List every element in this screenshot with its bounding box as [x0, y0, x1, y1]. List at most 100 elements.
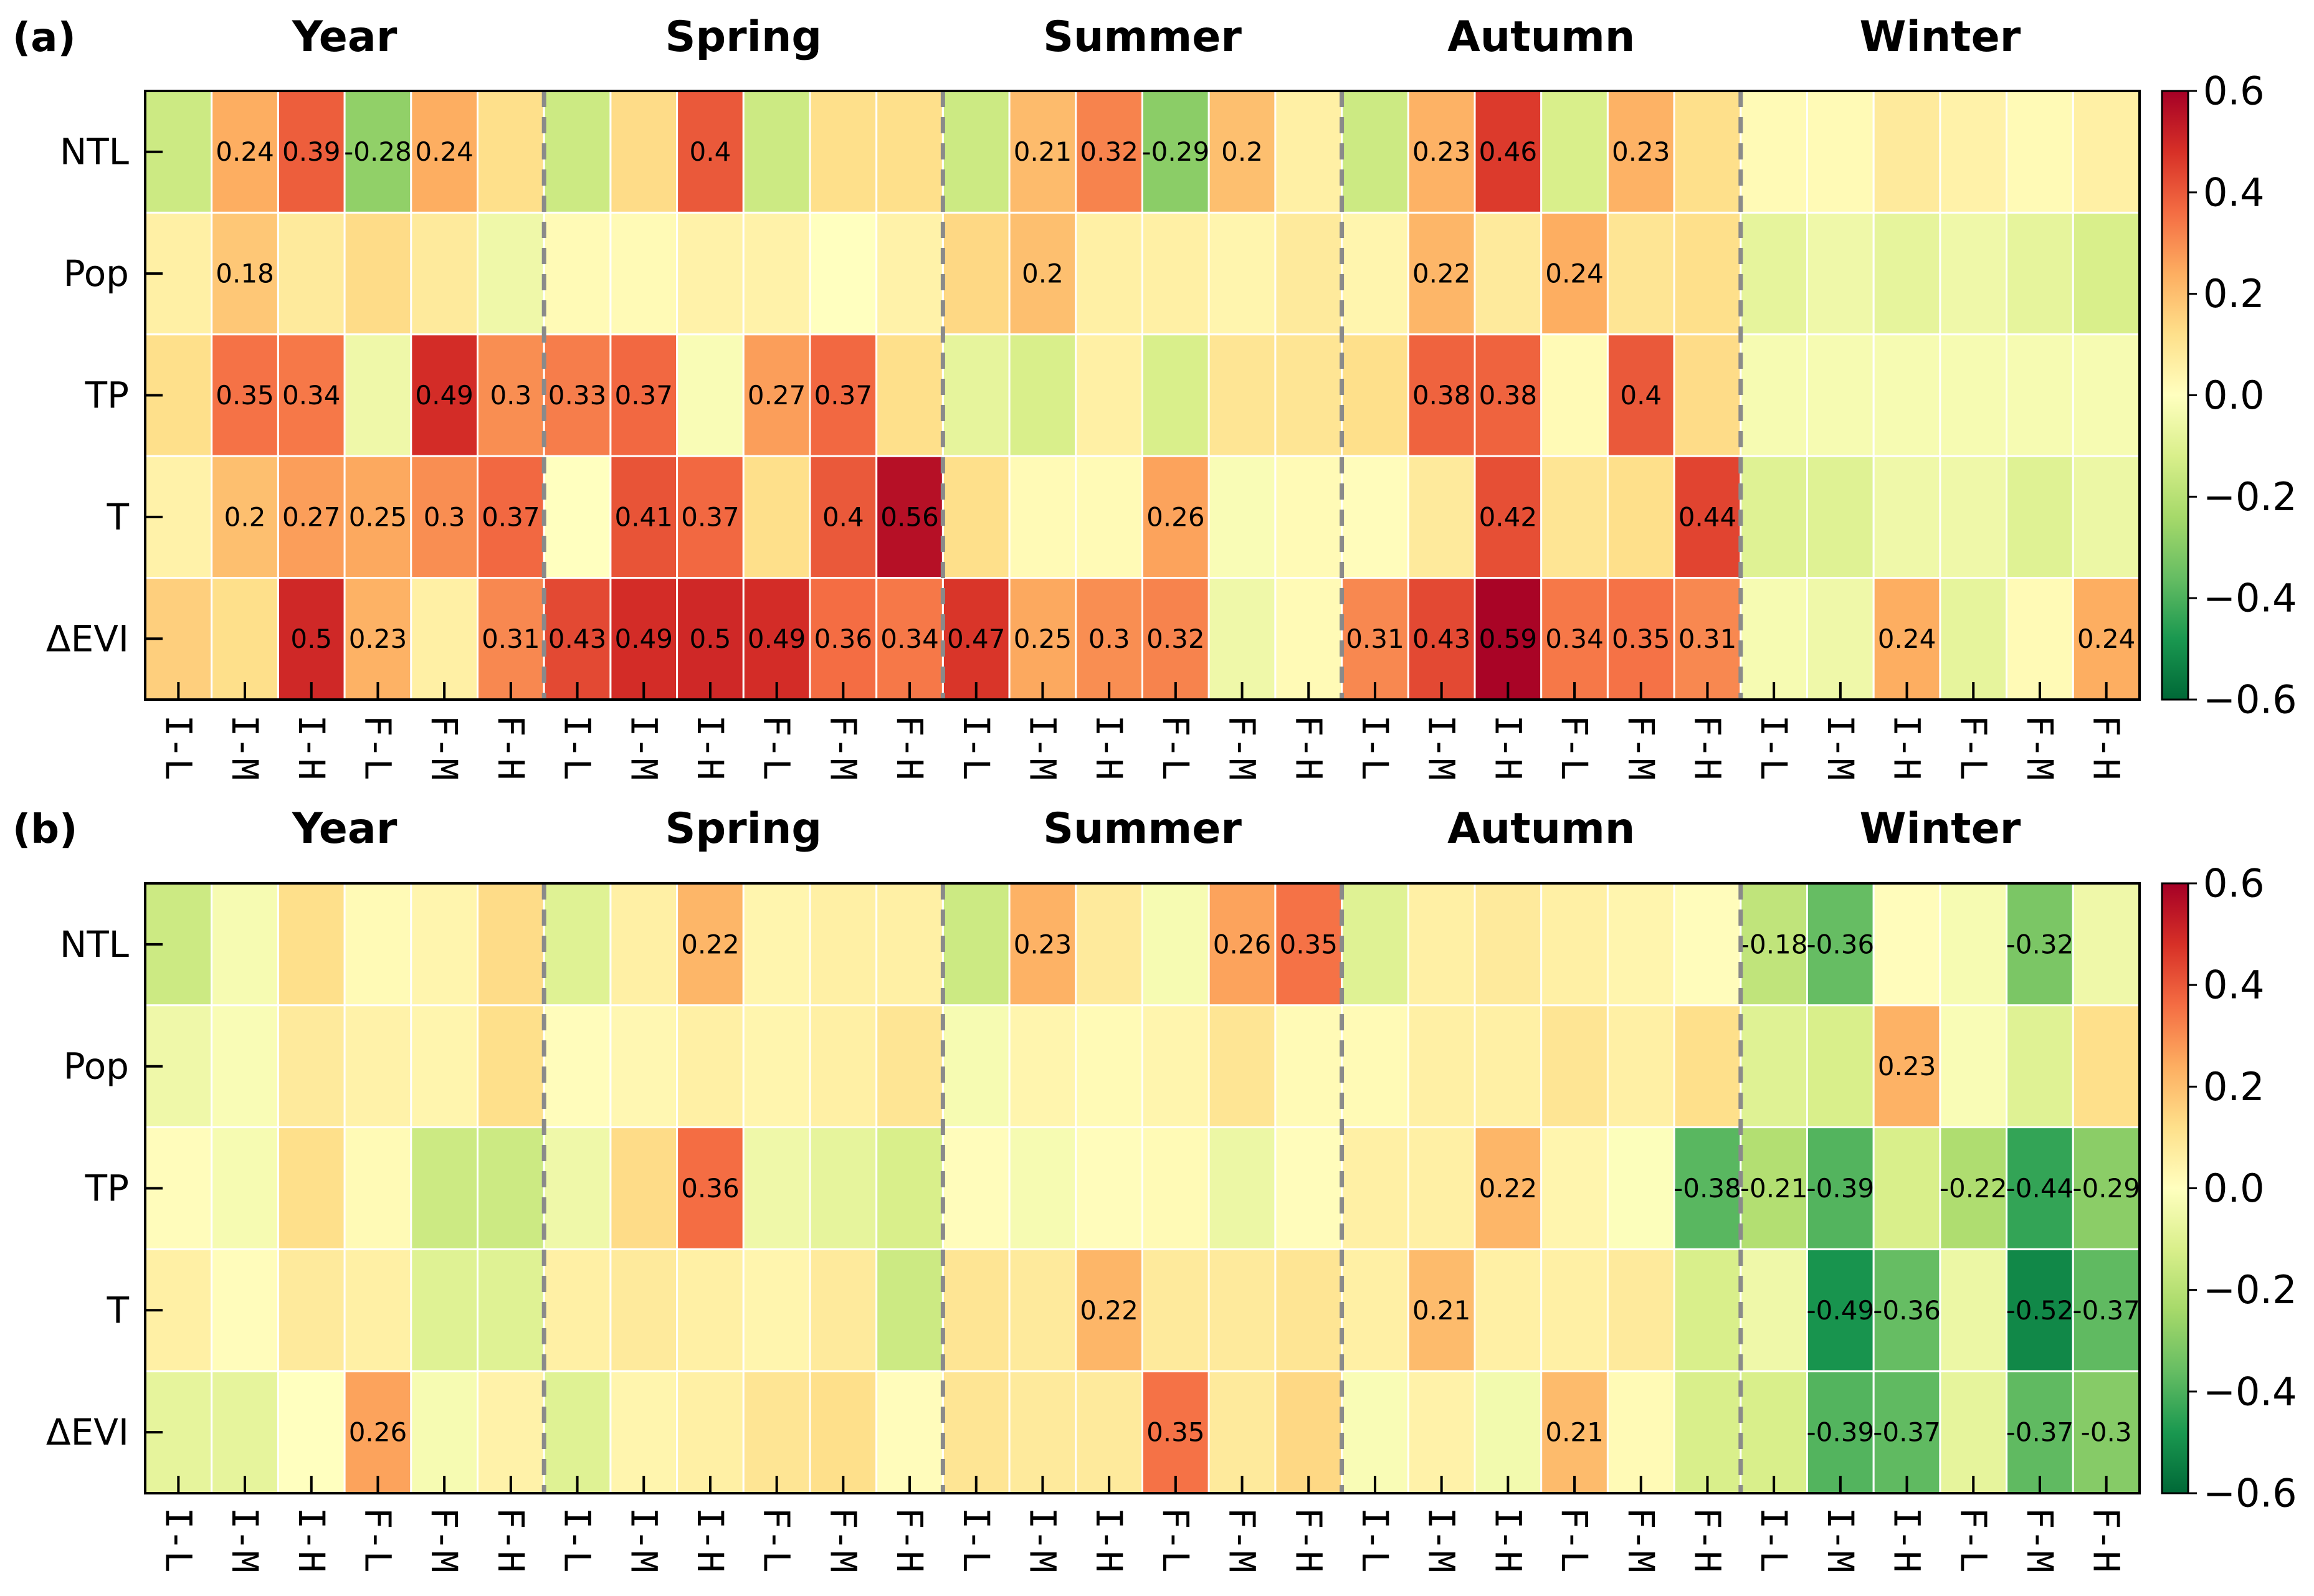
heatmap-cell	[277, 577, 346, 701]
cell-value-label: -0.49	[1807, 1295, 1875, 1326]
cell-value-label: 0.37	[681, 501, 740, 532]
heatmap-cell	[1141, 333, 1210, 457]
heatmap-cell	[875, 90, 944, 214]
cell-value-label: 0.33	[548, 380, 607, 411]
colorbar-tick-label: 0.0	[2203, 1166, 2265, 1211]
column-label: I-H	[1088, 715, 1130, 781]
heatmap-cell	[1008, 1004, 1077, 1129]
heatmap-cell	[1274, 1126, 1343, 1250]
heatmap-cell	[477, 211, 545, 336]
heatmap-cell	[1407, 455, 1476, 579]
heatmap-cell	[676, 1248, 745, 1372]
heatmap-cell	[609, 1248, 678, 1372]
heatmap-cell	[2006, 882, 2074, 1007]
cell-value-label: 0.5	[290, 624, 332, 654]
heatmap-cell	[410, 1004, 479, 1129]
cell-value-label: 0.21	[1545, 1417, 1604, 1448]
column-label: F-M	[1620, 715, 1662, 781]
heatmap-cell	[277, 333, 346, 457]
column-label: I-H	[689, 1508, 731, 1573]
cell-value-label: 0.22	[1479, 1173, 1538, 1204]
colorbar-tick-label: 0.6	[2203, 69, 2265, 114]
row-label: NTL	[60, 131, 129, 173]
cell-value-label: 0.36	[814, 624, 873, 654]
heatmap-cell	[609, 1370, 678, 1494]
column-label: I-L	[955, 715, 997, 781]
heatmap-cell	[676, 1126, 745, 1250]
cell-value-label: 0.18	[216, 259, 274, 289]
season-title-winter: Winter	[1859, 804, 2021, 853]
heatmap-cell	[343, 1370, 412, 1494]
heatmap-cell	[1540, 1004, 1609, 1129]
season-title-autumn: Autumn	[1447, 12, 1635, 62]
heatmap-cell	[277, 211, 346, 336]
colorbar-tick-label: 0.2	[2203, 1064, 2265, 1109]
heatmap-cell	[1207, 211, 1277, 336]
column-label: I-L	[1354, 715, 1396, 781]
heatmap-cell	[1939, 577, 2008, 701]
cell-value-label: 0.35	[216, 380, 274, 411]
cell-value-label: 0.25	[1014, 624, 1072, 654]
heatmap-cell	[742, 90, 811, 214]
colorbar-tick-label: 0.6	[2203, 861, 2265, 906]
heatmap-cell	[477, 455, 545, 579]
heatmap-cell	[742, 1248, 811, 1372]
cell-value-label: 0.4	[1620, 380, 1662, 411]
heatmap-cell	[676, 1004, 745, 1129]
cell-value-label: 0.27	[748, 380, 806, 411]
heatmap-cell	[410, 211, 479, 336]
row-label: T	[107, 1289, 130, 1331]
season-title-winter: Winter	[1859, 12, 2021, 62]
column-label: I-M	[1021, 715, 1064, 781]
heatmap-cell	[1606, 1370, 1675, 1494]
heatmap-cell	[941, 211, 1011, 336]
heatmap-cell	[410, 577, 479, 701]
colorbar-tick-label: 0.0	[2203, 373, 2265, 418]
heatmap-cell	[1008, 577, 1077, 701]
heatmap-cell	[477, 1248, 545, 1372]
cell-value-label: -0.29	[2072, 1173, 2140, 1204]
panel-label: (b)	[12, 807, 77, 853]
heatmap-cell	[742, 455, 811, 579]
heatmap-cell	[1341, 882, 1409, 1007]
heatmap-cell	[1141, 1248, 1210, 1372]
heatmap-cell	[277, 1004, 346, 1129]
heatmap-cell	[543, 1004, 612, 1129]
cell-value-label: 0.24	[216, 136, 274, 167]
heatmap-cell	[1540, 1126, 1609, 1250]
heatmap-cell	[1673, 333, 1742, 457]
column-label: I-H	[290, 715, 333, 781]
heatmap-cell	[1474, 333, 1543, 457]
cell-value-label: 0.32	[1146, 624, 1205, 654]
heatmap-cell	[277, 1370, 346, 1494]
heatmap-cell	[1207, 333, 1277, 457]
heatmap-cell	[1141, 882, 1210, 1007]
heatmap-cell	[1341, 1248, 1409, 1372]
season-title-year: Year	[292, 804, 398, 853]
heatmap-cell	[1673, 1004, 1742, 1129]
heatmap-cell	[1407, 1370, 1476, 1494]
heatmap-cell	[2006, 211, 2074, 336]
cell-value-label: 0.3	[424, 501, 465, 532]
column-label: I-L	[1354, 1508, 1396, 1573]
cell-value-label: 0.23	[1878, 1051, 1936, 1081]
heatmap-cell	[1939, 90, 2008, 214]
heatmap-cell	[1606, 1248, 1675, 1372]
heatmap-cell	[676, 1370, 745, 1494]
cell-value-label: 0.21	[1014, 136, 1072, 167]
heatmap-cell	[1606, 882, 1675, 1007]
cell-value-label: 0.26	[1146, 501, 1205, 532]
cell-value-label: -0.21	[1740, 1173, 1808, 1204]
heatmap-cell	[1341, 333, 1409, 457]
cell-value-label: 0.38	[1412, 380, 1471, 411]
colorbar	[2161, 90, 2189, 701]
colorbar-tick-label: −0.6	[2203, 1471, 2297, 1516]
heatmap-cell	[2072, 455, 2141, 579]
heatmap-cell	[1407, 211, 1476, 336]
heatmap-cell	[410, 1370, 479, 1494]
heatmap-cell	[875, 1004, 944, 1129]
column-label: I-L	[157, 715, 199, 781]
cell-value-label: -0.22	[1940, 1173, 2007, 1204]
cell-value-label: 0.22	[681, 929, 740, 959]
heatmap-cell	[543, 1126, 612, 1250]
